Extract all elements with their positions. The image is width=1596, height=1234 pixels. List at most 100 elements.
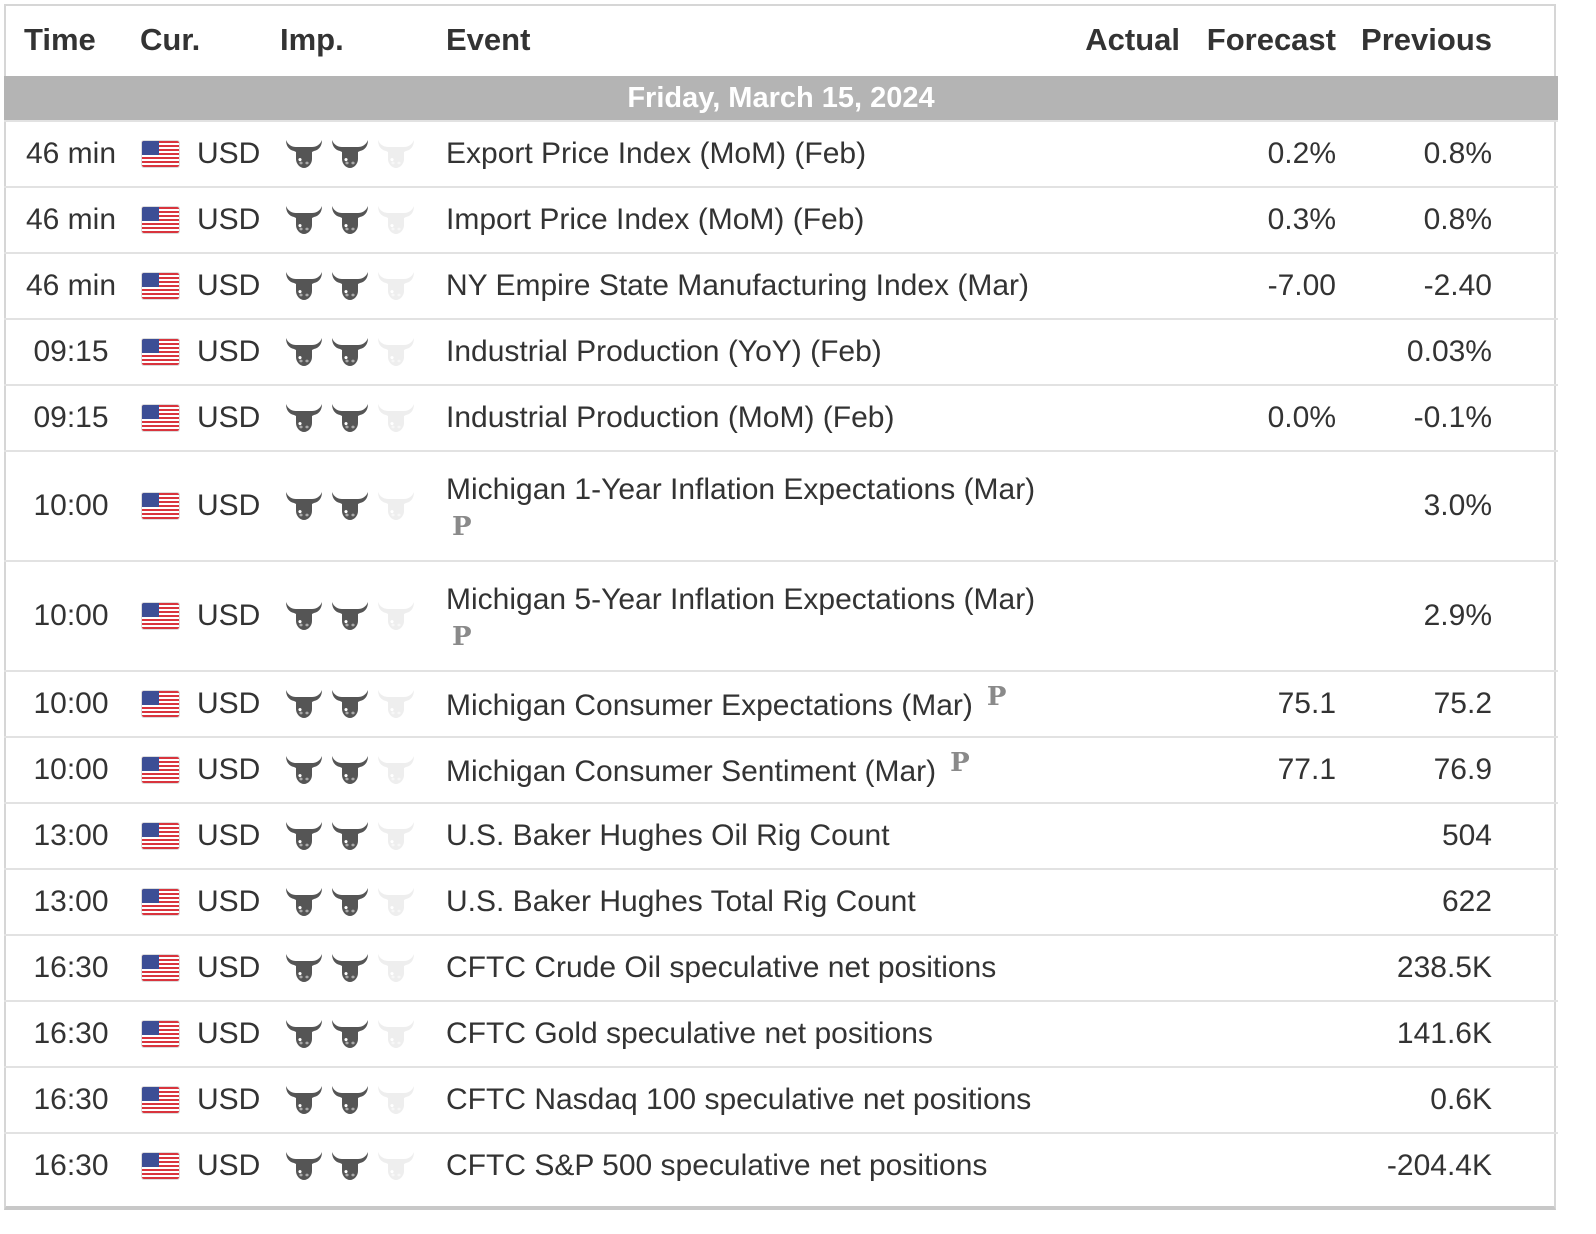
row-event[interactable]: CFTC Crude Oil speculative net positions — [446, 934, 1066, 1001]
bull-icon — [284, 686, 324, 722]
table-row[interactable]: 13:00 USD U.S. Baker Hughes Oil Rig Count 5… — [4, 802, 1558, 869]
row-actual — [1066, 868, 1180, 935]
bull-icon — [330, 1148, 370, 1184]
event-name[interactable]: CFTC S&P 500 speculative net positions — [446, 1149, 988, 1182]
row-event[interactable]: U.S. Baker Hughes Total Rig Count — [446, 868, 1066, 935]
row-event[interactable]: Michigan 1-Year Inflation Expectations (… — [446, 450, 1066, 561]
row-event[interactable]: Export Price Index (MoM) (Feb) — [446, 120, 1066, 187]
preliminary-icon: P — [452, 512, 472, 542]
row-currency: USD — [138, 318, 280, 385]
row-previous: 504 — [1336, 802, 1492, 869]
table-row[interactable]: 46 min USD Export Price Index (MoM) (Feb) 0… — [4, 120, 1558, 187]
row-actual — [1066, 252, 1180, 319]
event-name[interactable]: Industrial Production (YoY) (Feb) — [446, 335, 882, 368]
event-name[interactable]: CFTC Nasdaq 100 speculative net position… — [446, 1083, 1032, 1116]
row-importance — [280, 1066, 446, 1133]
row-importance — [280, 186, 446, 253]
row-currency: USD — [138, 1132, 280, 1198]
row-event[interactable]: CFTC S&P 500 speculative net positions — [446, 1132, 1066, 1198]
row-spacer — [1492, 670, 1558, 737]
event-name[interactable]: U.S. Baker Hughes Total Rig Count — [446, 885, 916, 918]
event-name[interactable]: Michigan Consumer Sentiment (Mar) — [446, 755, 937, 788]
preliminary-icon: P — [950, 748, 970, 778]
header-event[interactable]: Event — [446, 22, 531, 57]
bull-icon — [376, 488, 416, 524]
table-row[interactable]: 10:00 USD Michigan 5-Year Inflation Expect… — [4, 560, 1558, 671]
bull-icon — [330, 884, 370, 920]
event-name[interactable]: Michigan Consumer Expectations (Mar) — [446, 689, 973, 722]
event-name[interactable]: Michigan 5-Year Inflation Expectations (… — [446, 583, 1036, 616]
bull-icon — [284, 400, 324, 436]
table-row[interactable]: 16:30 USD CFTC Gold speculative net positi… — [4, 1000, 1558, 1067]
row-actual — [1066, 186, 1180, 253]
row-forecast: 0.2% — [1180, 120, 1336, 187]
header-forecast[interactable]: Forecast — [1206, 22, 1336, 57]
event-name[interactable]: Export Price Index (MoM) (Feb) — [446, 137, 867, 170]
row-event[interactable]: Michigan Consumer Sentiment (Mar) P — [446, 736, 1066, 803]
row-event[interactable]: Import Price Index (MoM) (Feb) — [446, 186, 1066, 253]
row-currency: USD — [138, 186, 280, 253]
bull-icon — [376, 136, 416, 172]
bull-icon — [284, 950, 324, 986]
row-currency: USD — [138, 670, 280, 737]
row-spacer — [1492, 868, 1558, 935]
row-importance — [280, 1000, 446, 1067]
table-row[interactable]: 16:30 USD CFTC S&P 500 speculative net pos… — [4, 1132, 1558, 1198]
row-currency: USD — [138, 560, 280, 671]
us-flag-icon — [142, 1087, 179, 1113]
bull-icon — [284, 598, 324, 634]
event-name[interactable]: Import Price Index (MoM) (Feb) — [446, 203, 865, 236]
table-row[interactable]: 10:00 USD Michigan Consumer Expectations (… — [4, 670, 1558, 737]
event-name[interactable]: CFTC Crude Oil speculative net positions — [446, 951, 997, 984]
row-time: 09:15 — [4, 384, 138, 451]
row-currency: USD — [138, 1066, 280, 1133]
table-row[interactable]: 10:00 USD Michigan Consumer Sentiment (Mar… — [4, 736, 1558, 803]
table-row[interactable]: 10:00 USD Michigan 1-Year Inflation Expect… — [4, 450, 1558, 561]
row-spacer — [1492, 186, 1558, 253]
row-spacer — [1492, 1000, 1558, 1067]
row-forecast: 0.0% — [1180, 384, 1336, 451]
bull-icon — [330, 1082, 370, 1118]
row-currency: USD — [138, 1000, 280, 1067]
row-time: 10:00 — [4, 560, 138, 671]
bull-icon — [376, 268, 416, 304]
table-row[interactable]: 16:30 USD CFTC Crude Oil speculative net p… — [4, 934, 1558, 1001]
economic-calendar: Time Cur. Imp. Event Actual Forecast Pre… — [4, 4, 1558, 1210]
event-name[interactable]: Michigan 1-Year Inflation Expectations (… — [446, 473, 1036, 506]
table-row[interactable]: 46 min USD Import Price Index (MoM) (Feb) 0… — [4, 186, 1558, 253]
bull-icon — [330, 334, 370, 370]
row-actual — [1066, 1132, 1180, 1198]
bull-icon — [330, 818, 370, 854]
table-row[interactable]: 09:15 USD Industrial Production (MoM) (Feb… — [4, 384, 1558, 451]
header-currency[interactable]: Cur. — [140, 22, 201, 57]
row-currency: USD — [138, 802, 280, 869]
header-previous[interactable]: Previous — [1361, 22, 1492, 57]
table-row[interactable]: 16:30 USD CFTC Nasdaq 100 speculative net … — [4, 1066, 1558, 1133]
row-forecast: 0.3% — [1180, 186, 1336, 253]
event-name[interactable]: Industrial Production (MoM) (Feb) — [446, 401, 895, 434]
table-row[interactable]: 46 min USD NY Empire State Manufacturing I… — [4, 252, 1558, 319]
bull-icon — [330, 202, 370, 238]
header-time[interactable]: Time — [24, 22, 96, 57]
event-name[interactable]: CFTC Gold speculative net positions — [446, 1017, 933, 1050]
row-event[interactable]: NY Empire State Manufacturing Index (Mar… — [446, 252, 1066, 319]
table-row[interactable]: 09:15 USD Industrial Production (YoY) (Feb… — [4, 318, 1558, 385]
row-event[interactable]: U.S. Baker Hughes Oil Rig Count — [446, 802, 1066, 869]
row-event[interactable]: Industrial Production (YoY) (Feb) — [446, 318, 1066, 385]
currency-code: USD — [197, 137, 261, 170]
table-row[interactable]: 13:00 USD U.S. Baker Hughes Total Rig Coun… — [4, 868, 1558, 935]
event-name[interactable]: NY Empire State Manufacturing Index (Mar… — [446, 269, 1030, 302]
row-event[interactable]: Michigan Consumer Expectations (Mar) P — [446, 670, 1066, 737]
row-event[interactable]: CFTC Gold speculative net positions — [446, 1000, 1066, 1067]
row-importance — [280, 736, 446, 803]
row-event[interactable]: Michigan 5-Year Inflation Expectations (… — [446, 560, 1066, 671]
event-name[interactable]: U.S. Baker Hughes Oil Rig Count — [446, 819, 890, 852]
row-event[interactable]: Industrial Production (MoM) (Feb) — [446, 384, 1066, 451]
row-event[interactable]: CFTC Nasdaq 100 speculative net position… — [446, 1066, 1066, 1133]
row-actual — [1066, 560, 1180, 671]
currency-code: USD — [197, 401, 261, 434]
header-importance[interactable]: Imp. — [280, 22, 344, 57]
header-actual[interactable]: Actual — [1085, 22, 1180, 57]
currency-code: USD — [197, 885, 261, 918]
row-time: 10:00 — [4, 450, 138, 561]
